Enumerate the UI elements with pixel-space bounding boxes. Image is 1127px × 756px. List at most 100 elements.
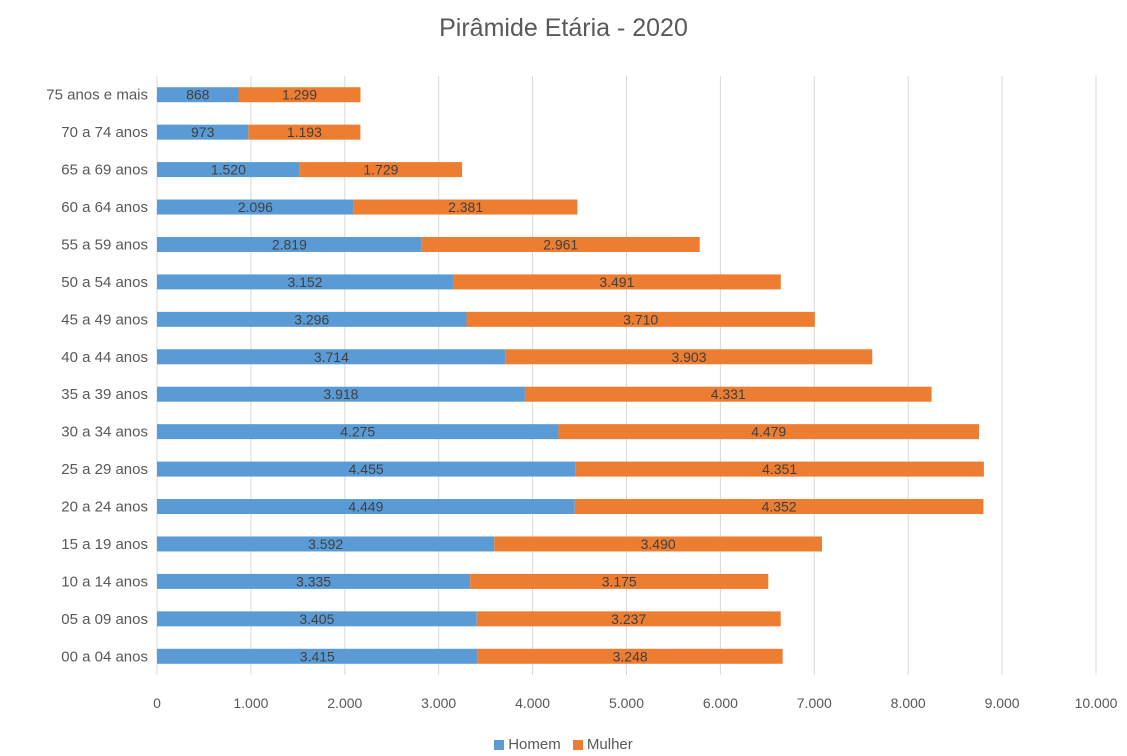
category-label: 00 a 04 anos <box>61 648 148 665</box>
x-tick-label: 3.000 <box>421 695 456 711</box>
data-label-mulher: 2.381 <box>448 199 483 215</box>
bar-homem <box>157 499 575 515</box>
legend-swatch-mulher <box>572 740 583 751</box>
category-label: 30 a 34 anos <box>61 424 148 441</box>
data-label-homem: 2.819 <box>272 236 307 252</box>
data-label-mulher: 3.710 <box>623 311 658 327</box>
bar-homem <box>157 573 471 589</box>
bar-homem <box>157 162 300 178</box>
data-label-homem: 1.520 <box>211 162 246 178</box>
data-label-homem: 3.415 <box>300 648 335 664</box>
data-label-homem: 4.449 <box>348 499 383 515</box>
data-label-homem: 3.296 <box>294 311 329 327</box>
data-label-mulher: 3.491 <box>599 274 634 290</box>
data-label-homem: 3.335 <box>296 573 331 589</box>
bar-homem <box>157 274 453 290</box>
x-tick-label: 8.000 <box>891 695 926 711</box>
bar-homem <box>157 648 478 664</box>
category-label: 10 a 14 anos <box>61 573 148 590</box>
data-label-homem: 4.275 <box>340 424 375 440</box>
bar-homem <box>157 311 467 327</box>
bar-mulher <box>421 236 700 252</box>
x-tick-label: 9.000 <box>985 695 1020 711</box>
bar-mulher <box>299 162 463 178</box>
bar-mulher <box>452 274 781 290</box>
x-tick-label: 6.000 <box>703 695 738 711</box>
category-label: 60 a 64 anos <box>61 199 148 216</box>
bar-homem <box>157 199 354 215</box>
bar-mulher <box>477 648 783 664</box>
x-tick-label: 7.000 <box>797 695 832 711</box>
bar-mulher <box>353 199 578 215</box>
legend-item-mulher: Mulher <box>572 736 633 753</box>
bar-mulher <box>558 424 980 440</box>
pyramid-chart: 0 1.000 2.000 3.000 4.000 5.000 6.000 7.000 8.00… <box>46 76 1118 711</box>
data-label-homem: 868 <box>186 87 210 103</box>
legend-label-homem: Homem <box>508 736 561 753</box>
data-label-mulher: 3.237 <box>611 611 646 627</box>
bar-mulher <box>575 461 984 477</box>
x-tick-label: 0 <box>153 695 161 711</box>
x-tick-label: 1.000 <box>233 695 268 711</box>
category-label: 50 a 54 anos <box>61 274 148 291</box>
bar-mulher <box>494 536 822 552</box>
bar-mulher <box>524 386 932 402</box>
data-label-mulher: 2.961 <box>543 236 578 252</box>
data-label-homem: 3.152 <box>287 274 322 290</box>
data-label-homem: 2.096 <box>238 199 273 215</box>
bar-homem <box>157 386 525 402</box>
bar-mulher <box>466 311 815 327</box>
x-tick-label: 4.000 <box>515 695 550 711</box>
bar-mulher <box>505 349 873 365</box>
data-label-mulher: 1.299 <box>282 87 317 103</box>
legend-label-mulher: Mulher <box>586 736 633 753</box>
category-label: 05 a 09 anos <box>61 611 148 628</box>
data-label-mulher: 3.248 <box>613 648 648 664</box>
category-label: 65 a 69 anos <box>61 162 148 179</box>
bar-homem <box>157 461 576 477</box>
data-label-mulher: 4.331 <box>711 386 746 402</box>
bar-homem <box>157 124 249 140</box>
category-label: 20 a 24 anos <box>61 499 148 516</box>
data-label-mulher: 4.352 <box>762 499 797 515</box>
bar-homem <box>157 424 559 440</box>
category-label: 70 a 74 anos <box>61 124 148 141</box>
bar-homem <box>157 536 495 552</box>
legend-swatch-homem <box>494 740 505 751</box>
bar-homem <box>157 349 506 365</box>
data-label-mulher: 1.729 <box>363 162 398 178</box>
category-label: 15 a 19 anos <box>61 536 148 553</box>
bar-homem <box>157 611 477 627</box>
bar-mulher <box>248 124 361 140</box>
data-label-mulher: 1.193 <box>287 124 322 140</box>
data-label-homem: 973 <box>191 124 215 140</box>
bar-mulher <box>574 499 984 515</box>
data-label-mulher: 3.490 <box>641 536 676 552</box>
bar-mulher <box>470 573 769 589</box>
x-tick-label: 2.000 <box>327 695 362 711</box>
data-label-mulher: 4.479 <box>751 424 786 440</box>
data-label-homem: 3.714 <box>314 349 349 365</box>
x-tick-label: 5.000 <box>609 695 644 711</box>
legend: Homem Mulher <box>0 736 1127 753</box>
data-label-homem: 3.918 <box>323 386 358 402</box>
chart-title: Pirâmide Etária - 2020 <box>439 14 688 42</box>
data-label-homem: 3.592 <box>308 536 343 552</box>
bar-mulher <box>238 87 361 103</box>
data-label-mulher: 3.175 <box>602 573 637 589</box>
x-tick-label: 10.000 <box>1075 695 1118 711</box>
category-label: 40 a 44 anos <box>61 349 148 366</box>
data-label-mulher: 3.903 <box>671 349 706 365</box>
category-label: 45 a 49 anos <box>61 311 148 328</box>
bar-mulher <box>476 611 781 627</box>
category-label: 55 a 59 anos <box>61 236 148 253</box>
data-label-mulher: 4.351 <box>762 461 797 477</box>
legend-item-homem: Homem <box>494 736 561 753</box>
data-label-homem: 4.455 <box>349 461 384 477</box>
bar-homem <box>157 236 422 252</box>
data-label-homem: 3.405 <box>299 611 334 627</box>
bar-homem <box>157 87 239 103</box>
category-label: 25 a 29 anos <box>61 461 148 478</box>
category-label: 35 a 39 anos <box>61 386 148 403</box>
